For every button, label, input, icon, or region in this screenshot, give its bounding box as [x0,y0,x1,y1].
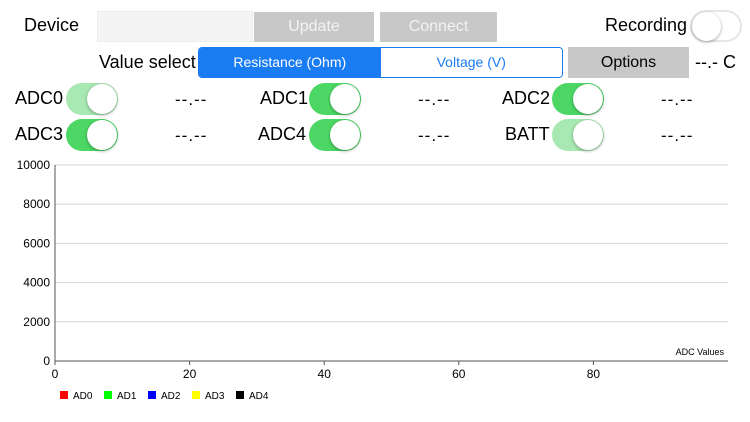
y-tick-labels: 10000 8000 6000 4000 2000 0 [17,158,51,368]
channel-label-adc1: ADC1 [260,88,309,108]
channel-label-adc4: ADC4 [258,124,307,144]
channel-value-adc4: --.-- [418,126,451,145]
channel-toggle-adc4[interactable] [309,119,361,151]
channel-label-batt: BATT [505,124,550,144]
channel-toggle-adc0[interactable] [66,83,118,115]
adc-chart: 10000 8000 6000 4000 2000 0 0 20 40 60 80 ADC Val… [17,158,728,402]
segment-resistance[interactable]: Resistance (Ohm) [199,48,381,77]
y-tick-label: 10000 [17,158,51,172]
legend-label: AD2 [161,391,181,402]
x-tick-label: 80 [587,367,601,381]
channel-label-adc2: ADC2 [502,88,551,108]
legend-label: AD3 [205,391,225,402]
chart-annotation: ADC Values [676,347,725,357]
channel-toggle-adc3[interactable] [66,119,118,151]
channel-value-adc1: --.-- [418,90,451,109]
channel-value-adc2: --.-- [661,90,694,109]
x-tick-label: 60 [452,367,466,381]
toggle-knob [330,120,360,150]
chart-legend: AD0 AD1 AD2 AD3 AD4 [60,391,269,402]
channel-value-adc0: --.-- [175,90,208,109]
x-tick-label: 0 [52,367,59,381]
channel-value-adc3: --.-- [175,126,208,145]
toggle-knob [87,84,117,114]
legend-swatch [192,391,200,399]
segment-voltage[interactable]: Voltage (V) [380,48,562,77]
x-tick-labels: 0 20 40 60 80 [52,361,601,381]
temperature-readout: --.- C [695,52,736,72]
toggle-knob [573,84,603,114]
toggle-knob [87,120,117,150]
channel-toggle-adc1[interactable] [309,83,361,115]
channel-toggle-adc2[interactable] [552,83,604,115]
options-button[interactable]: Options [568,47,689,78]
x-tick-label: 20 [183,367,197,381]
chart-grid [55,164,728,323]
legend-label: AD4 [249,391,269,402]
y-tick-label: 0 [43,354,50,368]
y-tick-label: 6000 [23,236,50,250]
recording-label: Recording [605,15,688,35]
legend-swatch [104,391,112,399]
legend-swatch [236,391,244,399]
channel-toggle-batt[interactable] [552,119,604,151]
y-tick-label: 2000 [23,315,50,329]
legend-swatch [60,391,68,399]
x-tick-label: 40 [318,367,332,381]
toggle-knob [573,120,603,150]
y-tick-label: 4000 [23,276,50,290]
value-select-segmented[interactable]: Resistance (Ohm) Voltage (V) [198,47,563,78]
legend-label: AD1 [117,391,137,402]
channel-label-adc0: ADC0 [15,88,64,108]
channel-label-adc3: ADC3 [15,124,64,144]
update-button[interactable]: Update [254,12,374,42]
channel-value-batt: --.-- [661,126,694,145]
device-field[interactable] [97,11,253,42]
value-select-label: Value select [99,52,196,72]
legend-swatch [148,391,156,399]
toggle-knob [330,84,360,114]
legend-label: AD0 [73,391,93,402]
device-label: Device [24,15,80,35]
y-tick-label: 8000 [23,197,50,211]
toggle-knob [692,12,721,41]
recording-toggle[interactable] [690,10,742,42]
connect-button[interactable]: Connect [380,12,497,42]
